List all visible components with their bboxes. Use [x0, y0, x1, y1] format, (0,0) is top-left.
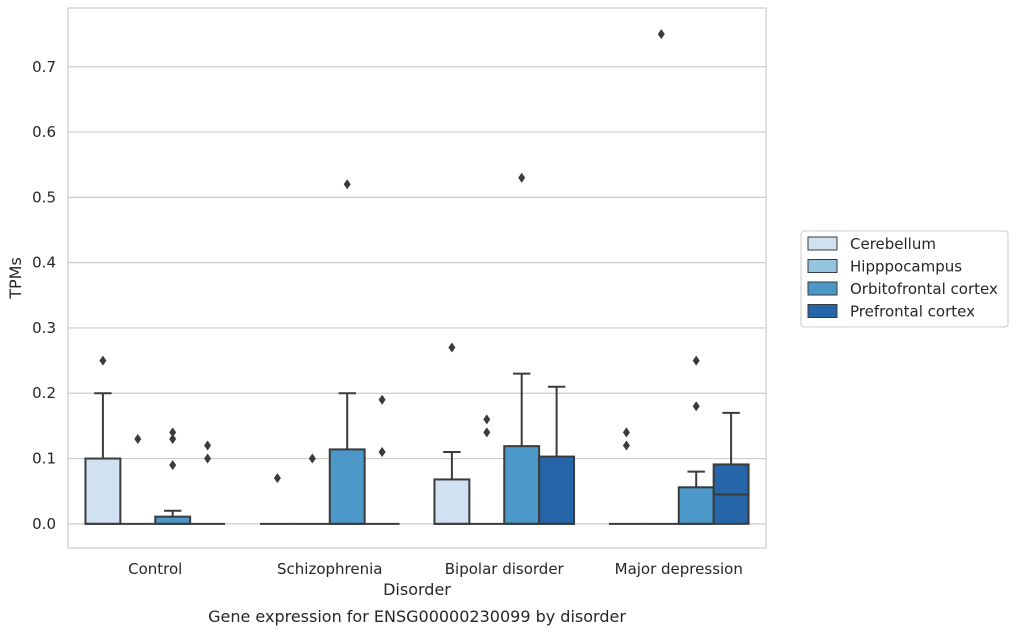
- y-tick-label: 0.5: [32, 188, 56, 206]
- outlier-point: [448, 342, 456, 353]
- box-iqr: [677, 486, 715, 525]
- outlier-point: [692, 355, 700, 366]
- outlier-point: [378, 394, 386, 405]
- box-iqr: [538, 455, 576, 525]
- legend-label: Prefrontal cortex: [850, 303, 975, 321]
- legend-swatch: [807, 259, 838, 273]
- outlier-point: [134, 433, 142, 444]
- box-cerebellum: [84, 355, 122, 525]
- x-tick-label: Control: [128, 560, 182, 578]
- box-iqr: [503, 445, 541, 525]
- box-prefrontal-cortex: [190, 440, 226, 525]
- box-iqr: [433, 478, 471, 525]
- outlier-point: [622, 440, 630, 451]
- outlier-point: [378, 447, 386, 458]
- y-tick-label: 0.6: [32, 123, 56, 141]
- outlier-point: [343, 179, 351, 190]
- box-cerebellum: [259, 473, 295, 525]
- outlier-point: [169, 427, 177, 438]
- legend-label: Cerebellum: [850, 235, 936, 253]
- box-prefrontal-cortex: [712, 411, 750, 525]
- x-axis-ticks: Control Schizophrenia Bipolar disorder Majo…: [128, 560, 743, 578]
- box-orbitofrontal-cortex: [154, 427, 192, 525]
- box-iqr: [154, 515, 192, 525]
- box-prefrontal-cortex: [364, 394, 400, 525]
- box-series: [84, 29, 750, 525]
- box-cerebellum: [433, 342, 471, 525]
- x-tick-label: Bipolar disorder: [445, 560, 565, 578]
- y-tick-label: 0.7: [32, 58, 56, 76]
- outlier-point: [657, 29, 665, 40]
- box-hipppocampus: [294, 453, 330, 525]
- box-iqr: [328, 448, 366, 525]
- y-tick-label: 0.1: [32, 450, 56, 468]
- outlier-point: [204, 453, 212, 464]
- box-iqr: [84, 457, 122, 525]
- x-tick-label: Major depression: [615, 560, 743, 578]
- legend: Cerebellum Hipppocampus Orbitofrontal cort…: [800, 230, 1009, 328]
- legend-label: Orbitofrontal cortex: [850, 280, 998, 298]
- outlier-point: [204, 440, 212, 451]
- legend-swatch: [807, 304, 838, 318]
- box-cerebellum: [608, 427, 644, 525]
- y-tick-label: 0.2: [32, 384, 56, 402]
- chart-caption: Gene expression for ENSG00000230099 by d…: [208, 607, 626, 626]
- y-axis-ticks: 0.0 0.1 0.2 0.3 0.4 0.5 0.6 0.7: [32, 58, 56, 533]
- legend-frame: [800, 230, 1009, 328]
- box-orbitofrontal-cortex: [328, 179, 366, 525]
- outlier-point: [169, 433, 177, 444]
- box-hipppocampus: [643, 29, 679, 525]
- box-hipppocampus: [120, 433, 156, 525]
- x-tick-label: Schizophrenia: [277, 560, 382, 578]
- legend-swatch: [807, 281, 838, 296]
- outlier-point: [308, 453, 316, 464]
- outlier-point: [483, 414, 491, 425]
- plot-frame: [67, 7, 767, 549]
- outlier-point: [622, 427, 630, 438]
- outlier-point: [273, 473, 281, 484]
- y-tick-label: 0.0: [32, 515, 56, 533]
- outlier-point: [518, 172, 526, 183]
- outlier-point: [99, 355, 107, 366]
- legend-swatch: [807, 236, 838, 251]
- y-tick-label: 0.4: [32, 254, 56, 272]
- legend-label: Hipppocampus: [850, 258, 962, 276]
- box-hipppocampus: [469, 414, 505, 525]
- outlier-point: [169, 460, 177, 471]
- box-prefrontal-cortex: [538, 385, 576, 525]
- box-orbitofrontal-cortex: [677, 355, 715, 525]
- x-axis-title: Disorder: [383, 580, 451, 599]
- outlier-point: [483, 427, 491, 438]
- y-axis-title: TPMs: [6, 257, 25, 300]
- outlier-point: [692, 401, 700, 412]
- y-tick-label: 0.3: [32, 319, 56, 337]
